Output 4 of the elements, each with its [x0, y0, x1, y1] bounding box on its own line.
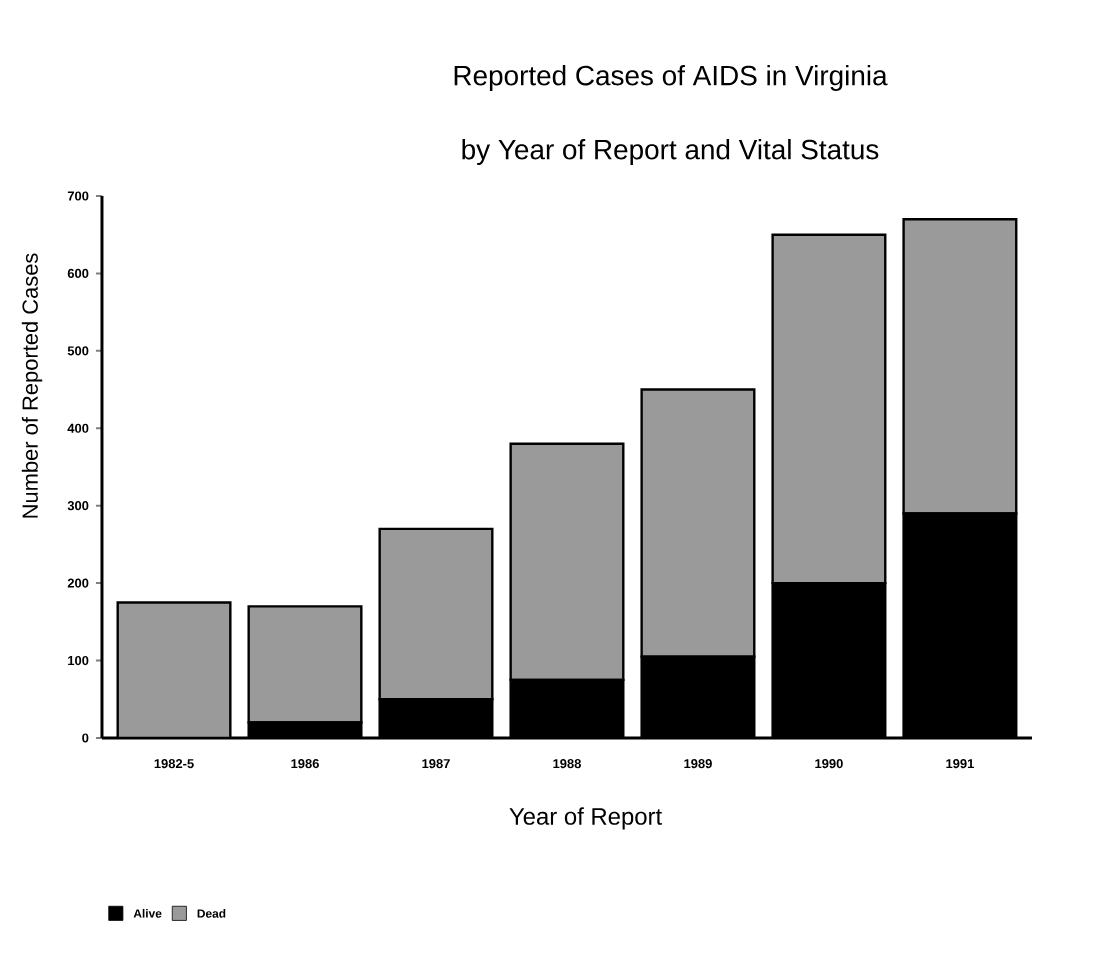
y-axis-title: Number of Reported Cases [21, 253, 43, 518]
x-axis-title: Year of Report [509, 807, 663, 830]
chart-subtitle: by Year of Report and Vital Status [462, 138, 879, 165]
chart-title: Reported Cases of AIDS in Virginia [454, 64, 888, 91]
